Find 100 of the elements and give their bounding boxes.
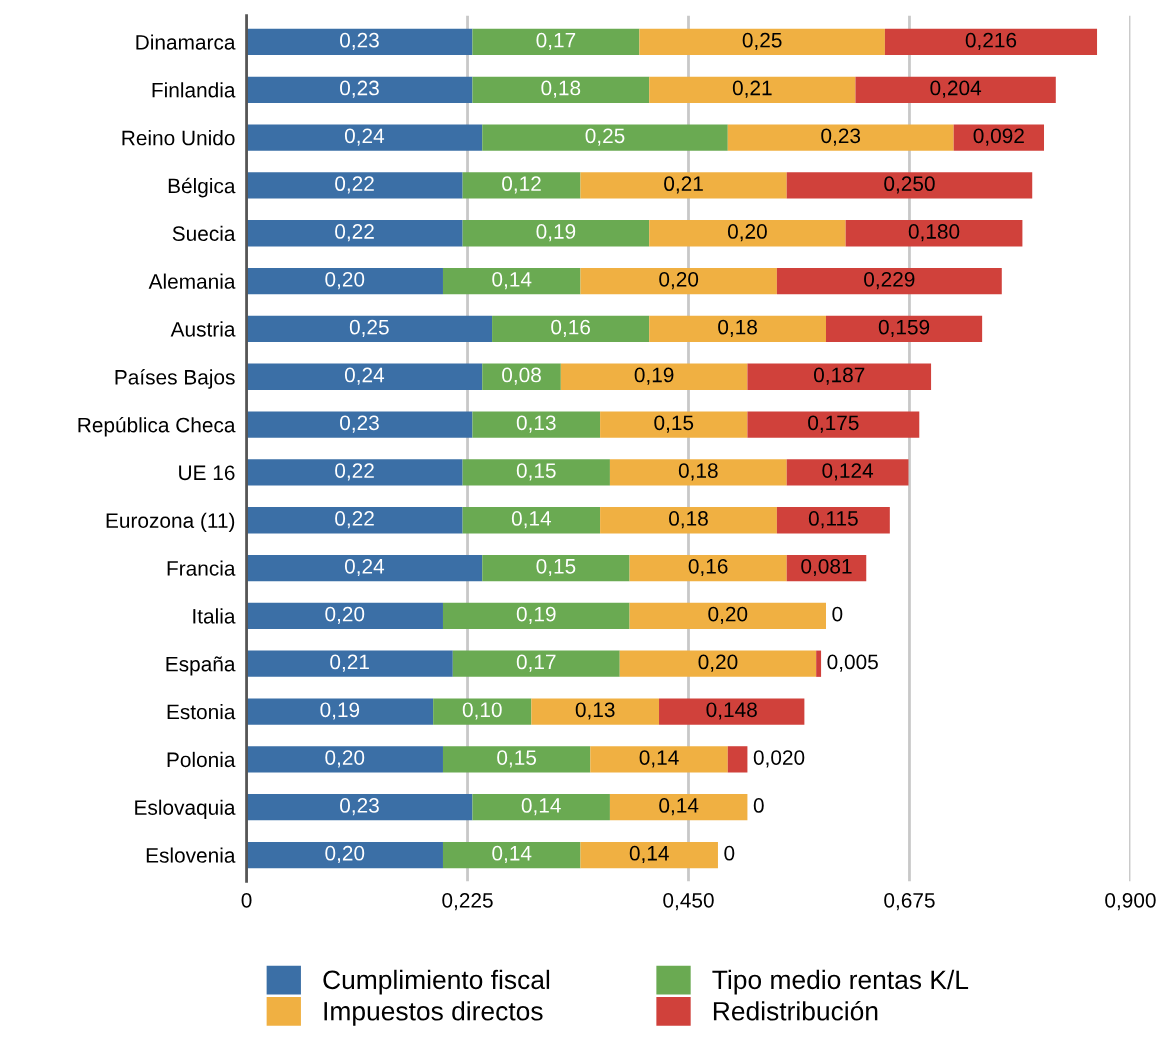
y-tick-label: Eslovaquia — [135, 799, 236, 820]
data-label: 0 — [724, 845, 735, 861]
data-label: 0,21 — [664, 176, 703, 194]
bar — [649, 220, 846, 247]
bar — [600, 411, 748, 438]
bar — [246, 650, 453, 677]
bar — [246, 746, 443, 773]
bar — [246, 411, 473, 438]
data-label: 0,24 — [344, 128, 385, 146]
bar — [747, 411, 920, 438]
data-label: 0,15 — [497, 750, 537, 768]
bar — [600, 507, 777, 534]
bar — [433, 698, 532, 725]
bar — [659, 698, 805, 725]
bar — [580, 267, 777, 295]
bar — [482, 124, 728, 151]
bar — [472, 76, 650, 103]
data-label: 0,14 — [629, 845, 669, 864]
bar — [855, 76, 1056, 103]
bar — [472, 28, 640, 56]
data-label: 0,12 — [502, 176, 541, 194]
bar — [246, 363, 483, 390]
data-label: 0,081 — [801, 558, 852, 577]
bar — [953, 124, 1045, 151]
data-label: 0,20 — [325, 845, 365, 864]
bar — [629, 554, 787, 582]
data-label: 0,23 — [340, 80, 379, 98]
x-tick-label: 0 — [241, 893, 252, 908]
bar — [727, 746, 748, 773]
legend-label: Cumplimiento fiscal — [323, 969, 550, 995]
bar — [442, 602, 630, 630]
data-label: 0,25 — [742, 32, 782, 50]
bar — [246, 315, 493, 343]
y-tick-label: Suecia — [172, 225, 236, 242]
bar — [786, 459, 909, 486]
bar — [246, 28, 473, 56]
data-label: 0,22 — [335, 176, 374, 194]
data-label: 0,20 — [325, 750, 365, 768]
data-label: 0,22 — [335, 511, 374, 529]
data-label: 0,23 — [340, 798, 379, 816]
data-label: 0,14 — [492, 845, 532, 864]
data-label: 0,14 — [521, 798, 561, 816]
data-label: 0,115 — [808, 511, 858, 529]
bar — [246, 220, 463, 247]
legend-label: Impuestos directos — [324, 1001, 543, 1026]
bar — [531, 698, 660, 725]
data-label: 0,19 — [536, 224, 576, 242]
data-label: 0,15 — [536, 558, 576, 577]
bar — [452, 650, 620, 677]
data-label: 0,17 — [516, 654, 556, 672]
bar — [246, 841, 443, 869]
data-label: 0,175 — [808, 415, 859, 433]
y-tick-label: Francia — [167, 560, 236, 576]
data-label: 0,23 — [821, 128, 861, 146]
bar — [816, 650, 822, 677]
bar — [246, 267, 443, 295]
bar — [462, 507, 601, 534]
y-tick-label: UE 16 — [179, 465, 235, 481]
bar — [442, 746, 591, 773]
bar — [482, 363, 561, 390]
y-tick-label: República Checa — [78, 416, 236, 437]
bar — [246, 124, 483, 151]
data-label: 0,20 — [325, 271, 365, 290]
bar — [246, 698, 434, 725]
y-tick-label: Austria — [170, 321, 236, 337]
bar — [609, 794, 748, 821]
data-label: 0,18 — [541, 80, 581, 98]
bar — [442, 841, 581, 869]
data-label: 0,18 — [678, 463, 718, 481]
bar — [560, 363, 748, 390]
bar — [776, 267, 1002, 295]
data-label: 0,005 — [827, 654, 878, 672]
bar — [246, 507, 463, 534]
y-tick-label: Estonia — [167, 704, 236, 720]
y-tick-label: Finlandia — [152, 82, 236, 98]
bar — [619, 650, 817, 677]
y-tick-label: España — [166, 656, 236, 676]
bar — [462, 220, 650, 247]
data-label: 0,18 — [669, 511, 708, 529]
data-label: 0 — [832, 606, 843, 622]
data-label: 0,14 — [659, 798, 699, 816]
bar — [639, 28, 885, 56]
bar — [776, 507, 890, 534]
data-label: 0,20 — [698, 654, 738, 672]
bar — [472, 411, 601, 438]
data-label: 0,16 — [688, 558, 728, 577]
data-label: 0,14 — [639, 750, 679, 768]
x-tick-label: 0,675 — [884, 893, 935, 911]
data-label: 0,19 — [516, 606, 556, 624]
data-label: 0,15 — [654, 415, 694, 433]
y-tick-label: Italia — [193, 608, 236, 624]
bar — [246, 794, 473, 821]
bar — [649, 76, 856, 103]
data-label: 0,17 — [536, 32, 576, 50]
data-label: 0,24 — [344, 367, 385, 385]
data-label: 0,229 — [864, 271, 915, 290]
data-label: 0,22 — [335, 224, 374, 242]
data-label: 0,20 — [708, 606, 748, 624]
data-label: 0,13 — [575, 702, 615, 720]
bar — [727, 124, 954, 151]
